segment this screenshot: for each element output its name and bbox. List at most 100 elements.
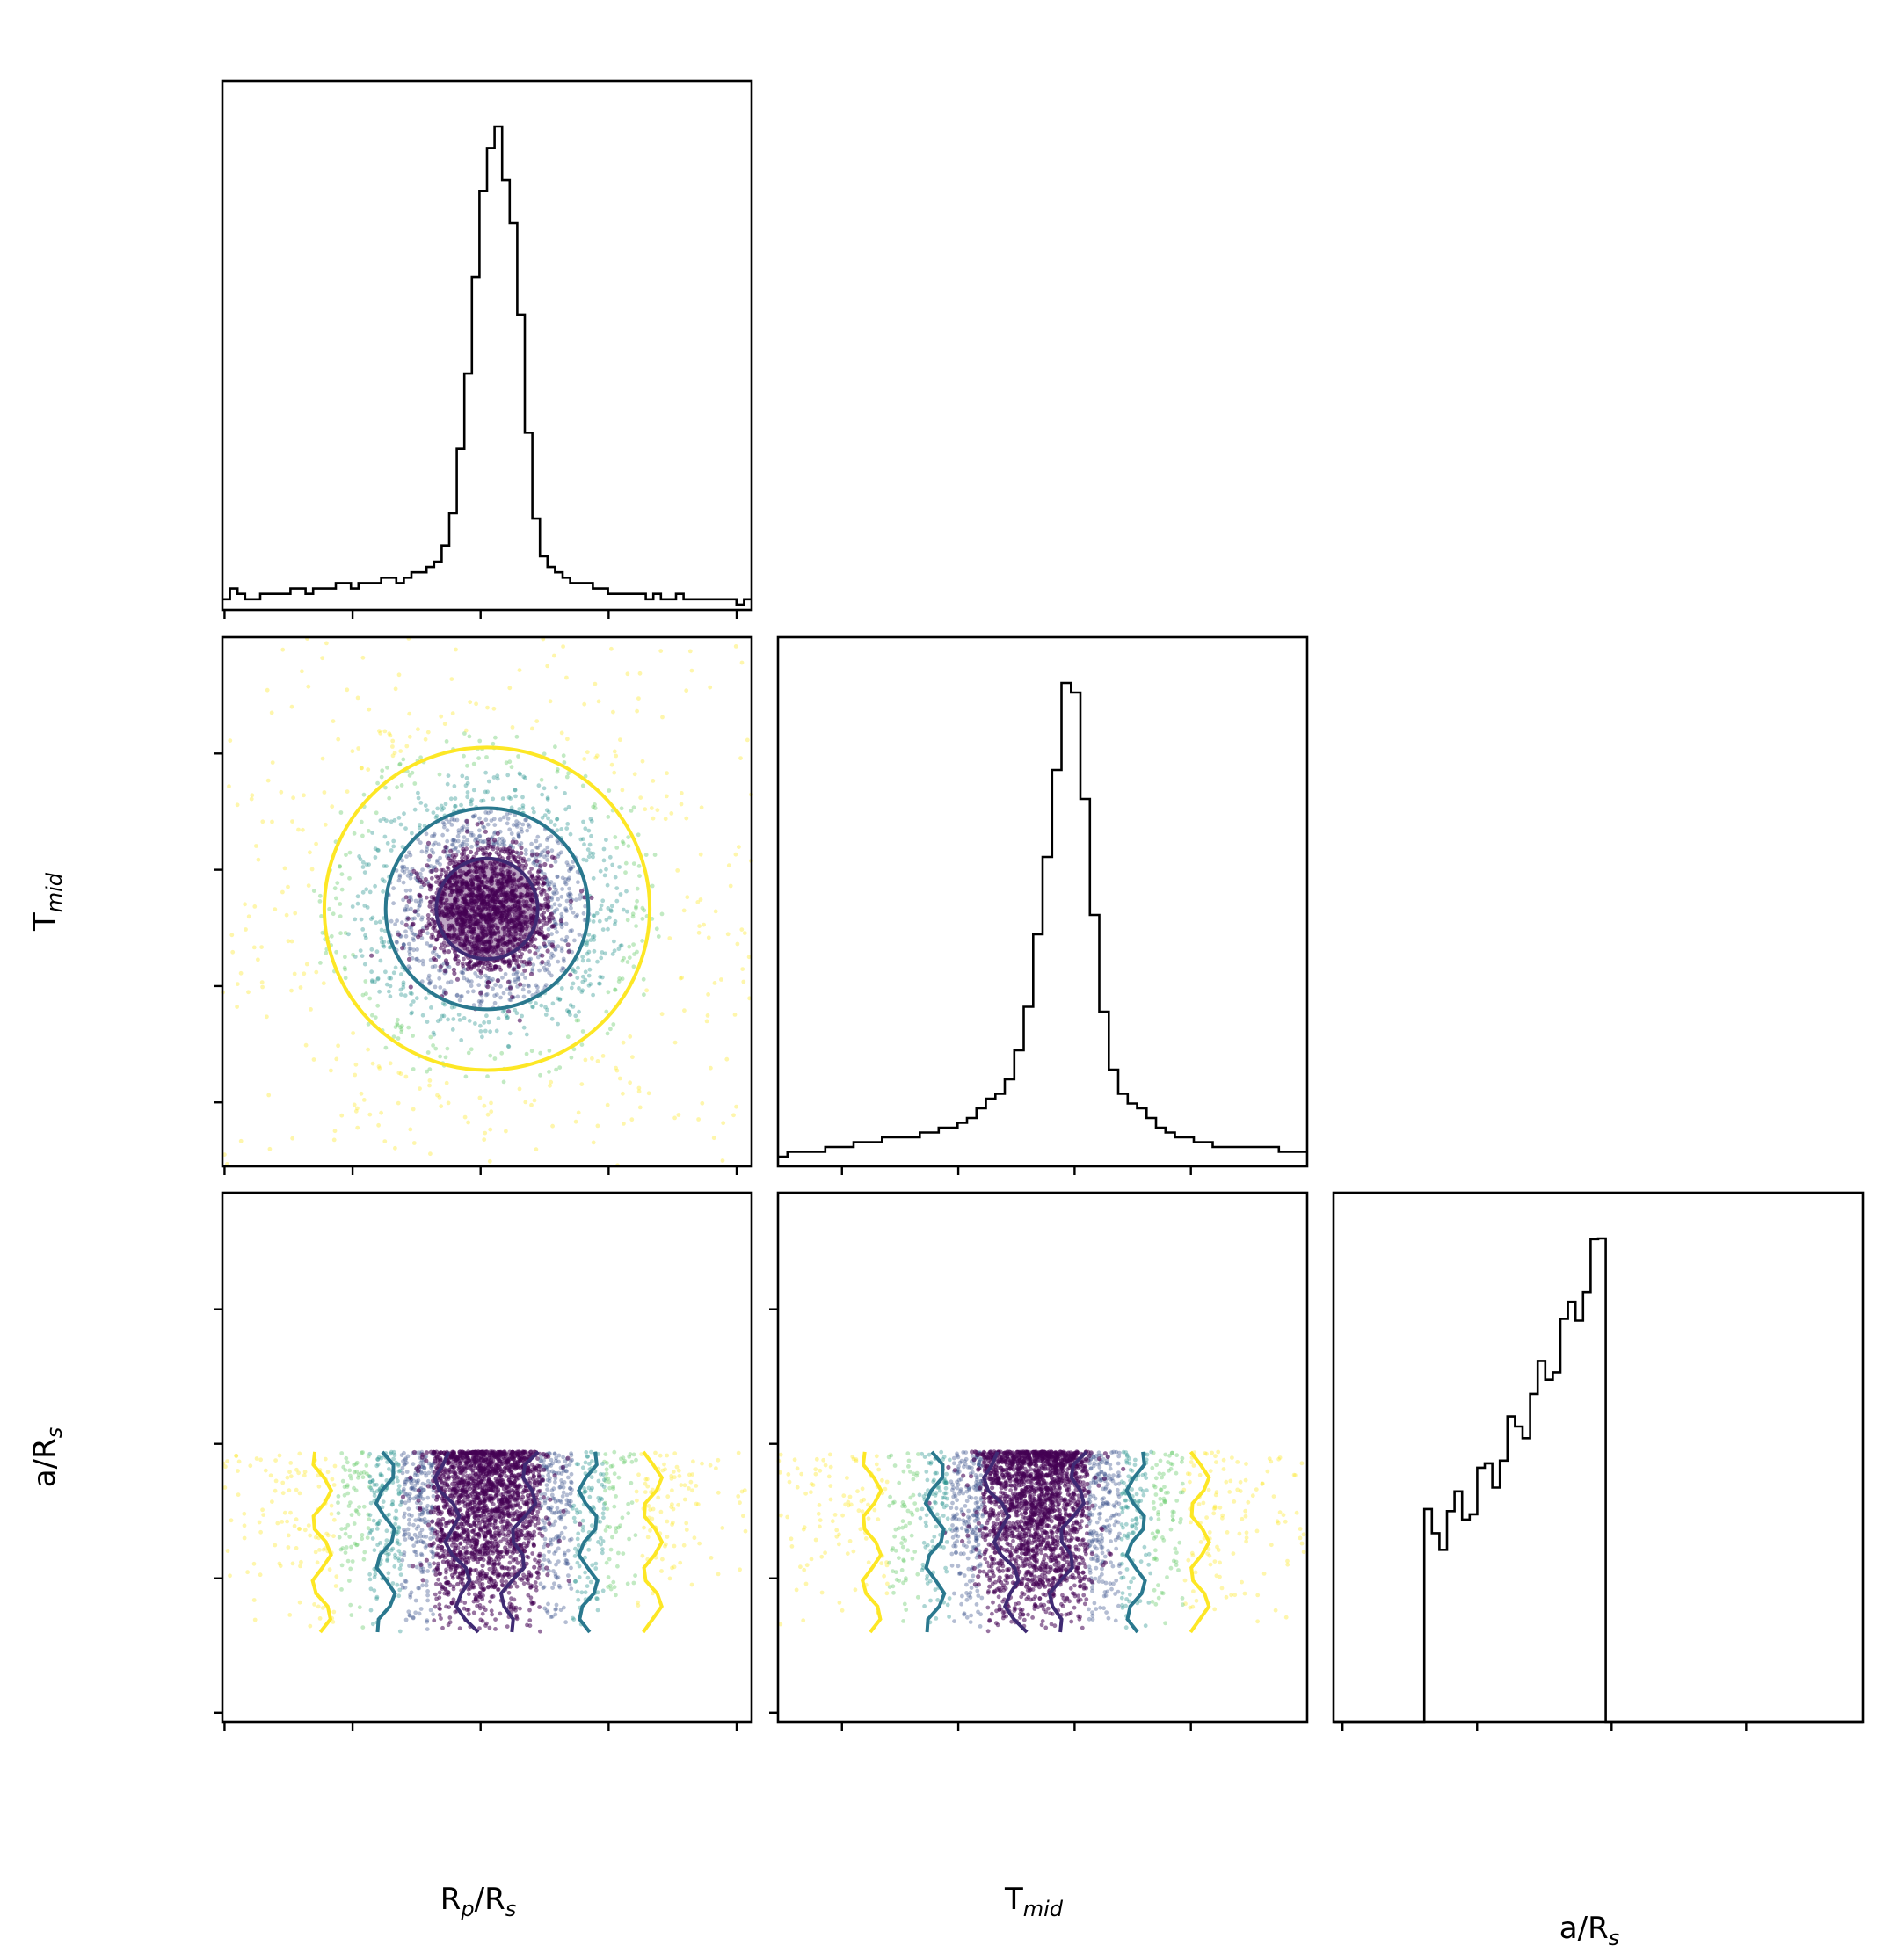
scatter-point bbox=[464, 775, 469, 780]
scatter-point bbox=[691, 1459, 695, 1464]
scatter-point bbox=[585, 1455, 590, 1459]
scatter-point bbox=[411, 1141, 417, 1145]
scatter-point bbox=[590, 1563, 595, 1568]
scatter-point bbox=[605, 1461, 609, 1465]
scatter-point bbox=[367, 889, 373, 895]
scatter-point bbox=[575, 1536, 580, 1542]
scatter-point bbox=[533, 1557, 537, 1563]
scatter-point bbox=[609, 646, 614, 651]
scatter-point bbox=[491, 796, 496, 802]
scatter-point bbox=[580, 955, 585, 959]
scatter-point bbox=[249, 796, 254, 802]
scatter-point bbox=[446, 856, 451, 861]
scatter-point bbox=[399, 992, 404, 997]
scatter-point bbox=[627, 1536, 631, 1542]
scatter-point bbox=[603, 1500, 607, 1506]
scatter-point bbox=[258, 1572, 263, 1578]
scatter-point bbox=[708, 685, 713, 690]
scatter-point bbox=[228, 738, 233, 743]
scatter-point bbox=[537, 932, 542, 937]
scatter-point bbox=[555, 930, 559, 934]
scatter-point bbox=[614, 753, 619, 759]
scatter-point bbox=[424, 1535, 429, 1539]
scatter-point bbox=[583, 969, 588, 975]
scatter-point bbox=[398, 1563, 404, 1567]
scatter-point bbox=[466, 1050, 471, 1056]
scatter-point bbox=[505, 855, 511, 860]
scatter-point bbox=[594, 911, 600, 916]
scatter-point bbox=[708, 1463, 713, 1468]
scatter-point bbox=[260, 819, 265, 824]
scatter-point bbox=[425, 808, 430, 813]
scatter-point bbox=[439, 714, 444, 719]
scatter-point bbox=[626, 1511, 631, 1516]
scatter-point bbox=[624, 889, 629, 894]
scatter-point bbox=[482, 825, 487, 830]
scatter-point bbox=[417, 1611, 422, 1616]
scatter-point bbox=[285, 1519, 289, 1524]
scatter-point bbox=[586, 1547, 592, 1552]
scatter-point bbox=[355, 695, 360, 701]
scatter-point bbox=[436, 955, 441, 959]
scatter-point bbox=[251, 1598, 257, 1602]
scatter-point bbox=[329, 1512, 334, 1516]
scatter-point bbox=[376, 1064, 382, 1069]
scatter-point bbox=[402, 1553, 407, 1557]
scatter-point bbox=[465, 763, 469, 768]
scatter-point bbox=[403, 908, 408, 913]
scatter-point bbox=[559, 915, 564, 919]
scatter-point bbox=[607, 1557, 612, 1562]
scatter-point bbox=[559, 894, 564, 899]
scatter-point bbox=[362, 1550, 367, 1555]
scatter-point bbox=[352, 1521, 357, 1526]
scatter-point bbox=[380, 768, 385, 773]
scatter-point bbox=[534, 852, 540, 857]
scatter-point bbox=[389, 848, 394, 853]
scatter-point bbox=[528, 971, 534, 976]
scatter-point bbox=[595, 959, 600, 964]
scatter-point bbox=[614, 1529, 619, 1535]
scatter-point bbox=[500, 1009, 505, 1014]
scatter-point bbox=[457, 1018, 462, 1022]
scatter-point bbox=[359, 819, 364, 824]
scatter-point bbox=[481, 839, 485, 845]
scatter-point bbox=[555, 769, 560, 774]
scatter-point bbox=[650, 883, 655, 889]
scatter-point bbox=[347, 850, 353, 855]
scatter-point bbox=[361, 1504, 367, 1509]
scatter-point bbox=[369, 947, 374, 952]
scatter-point bbox=[514, 824, 520, 829]
scatter-point bbox=[689, 668, 694, 673]
scatter-point bbox=[317, 893, 323, 898]
scatter-point bbox=[558, 918, 564, 924]
scatter-point bbox=[343, 1526, 348, 1531]
scatter-point bbox=[270, 760, 275, 765]
scatter-point bbox=[347, 1579, 352, 1583]
scatter-point bbox=[501, 991, 506, 996]
scatter-point bbox=[593, 1561, 599, 1566]
scatter-point bbox=[583, 1590, 588, 1595]
scatter-point bbox=[545, 948, 550, 954]
scatter-point bbox=[242, 1523, 247, 1528]
scatter-point bbox=[318, 961, 323, 965]
scatter-point bbox=[697, 1541, 702, 1546]
scatter-point bbox=[619, 1456, 623, 1462]
scatter-point bbox=[527, 949, 532, 954]
scatter-point bbox=[538, 1050, 543, 1056]
scatter-point bbox=[386, 1571, 391, 1576]
scatter-point bbox=[444, 1604, 448, 1609]
scatter-point bbox=[339, 1113, 345, 1118]
scatter-point bbox=[340, 1478, 345, 1484]
scatter-point bbox=[665, 771, 669, 776]
scatter-point bbox=[443, 1575, 448, 1580]
scatter-point bbox=[488, 1029, 492, 1034]
scatter-point bbox=[384, 818, 389, 824]
scatter-point bbox=[387, 1467, 391, 1471]
scatter-point bbox=[393, 922, 397, 926]
scatter-point bbox=[694, 1484, 699, 1488]
scatter-point bbox=[406, 1025, 411, 1030]
scatter-point bbox=[452, 784, 457, 788]
scatter-point bbox=[491, 775, 497, 780]
scatter-point bbox=[342, 965, 347, 970]
scatter-point bbox=[557, 998, 563, 1002]
